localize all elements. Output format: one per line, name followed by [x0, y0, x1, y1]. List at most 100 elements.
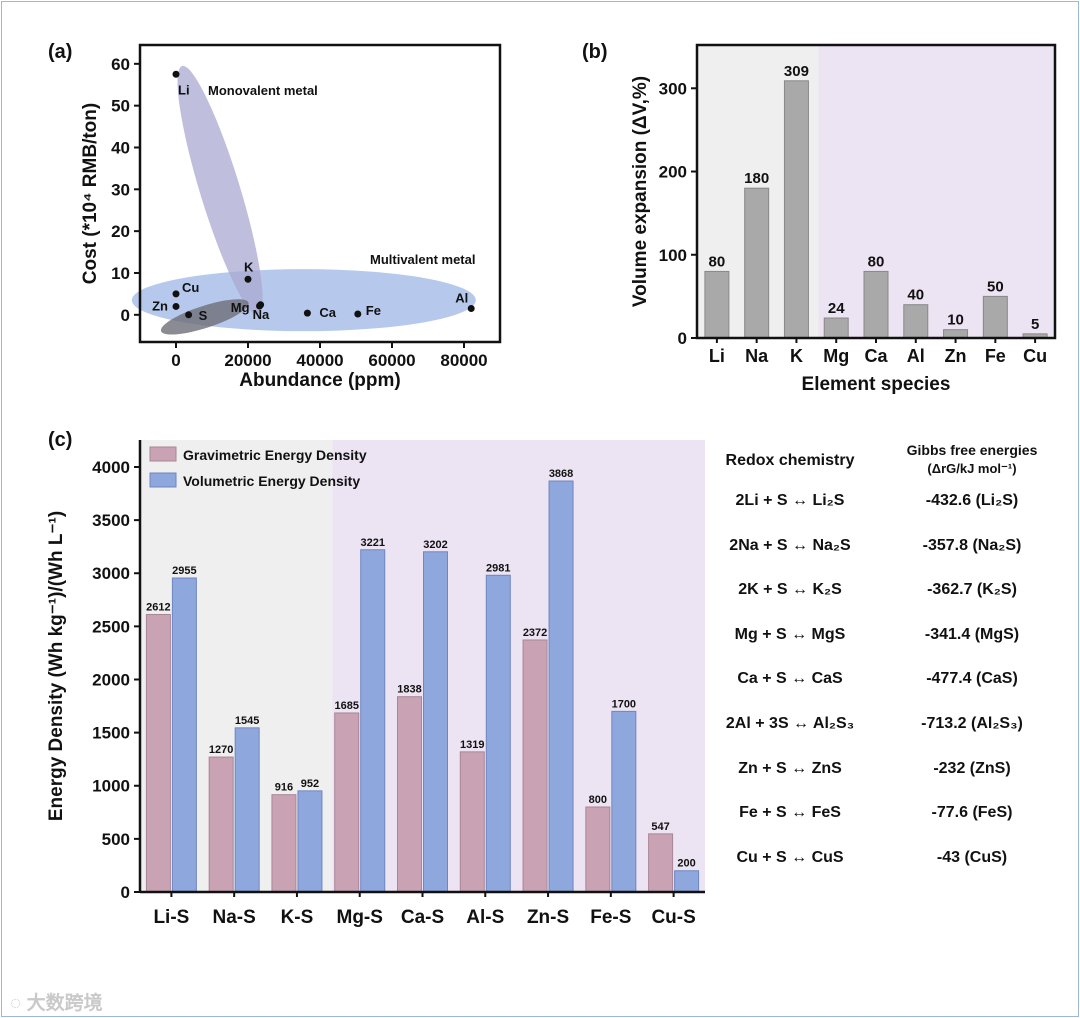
y-axis-title: Volume expansion (ΔV,%): [630, 76, 651, 307]
gibbs-energy: -477.4 (CaS): [926, 670, 1018, 688]
x-tick-label: Li: [709, 346, 725, 366]
y-tick-label: 1000: [92, 777, 130, 796]
data-point: [354, 310, 362, 318]
x-axis-title: Abundance (ppm): [239, 370, 401, 391]
y-tick-label: 2000: [92, 670, 130, 689]
reaction: Cu + S ↔ CuS: [736, 848, 844, 866]
chart-c: 2612 1270 916 1685 1838 1319 2372 800 547 2955 154…: [46, 440, 705, 928]
bar-value-label: 2372: [523, 627, 547, 639]
gibbs-energy: -43 (CuS): [936, 848, 1008, 866]
y-tick-label: 50: [111, 97, 130, 116]
bar-value-label: 916: [275, 782, 293, 794]
watermark-logo: ◌ 大数跨境: [10, 993, 103, 1014]
x-tick-label: Na: [745, 346, 769, 366]
y-tick-label: 300: [659, 79, 687, 98]
point-label: Li: [178, 82, 190, 97]
bar-volumetric: [611, 710, 637, 893]
x-tick-label: Mg: [823, 346, 849, 366]
point-label: Cu: [182, 280, 199, 295]
y-tick-label: 40: [111, 138, 130, 157]
bar-value-label: 800: [589, 794, 607, 806]
bar-gravimetric: [585, 806, 611, 893]
point-label: Fe: [366, 303, 381, 318]
panel-label-c: (c): [48, 429, 72, 451]
bar: [823, 317, 849, 339]
table-row: Zn + S ↔ ZnS -232 (ZnS): [705, 760, 1070, 784]
background-multivalent: [818, 45, 1055, 338]
background-multivalent: [332, 440, 705, 892]
legend-swatch: [149, 472, 177, 488]
reaction: Ca + S ↔ CaS: [737, 670, 843, 688]
x-tick-label: Cu-S: [651, 907, 695, 928]
y-tick-label: 10: [111, 264, 130, 283]
plot-frame: [695, 43, 1057, 340]
data-point: [172, 70, 180, 78]
bar-volumetric: [674, 870, 700, 893]
bar-value-label: 1700: [612, 698, 636, 710]
point-label: Na: [253, 307, 270, 322]
bar-volumetric: [360, 549, 386, 893]
data-point: [244, 275, 252, 283]
bar-value-label: 40: [907, 287, 924, 304]
chart-b: 80 Li 180 Na 309 K 24 Mg 80 Ca 40 Al 10 Zn 50 Fe 5 Cu 0 100…: [630, 43, 1057, 395]
table-row: 2K + S ↔ K₂S -362.7 (K₂S): [705, 581, 1070, 605]
x-tick-label: 60000: [368, 351, 415, 370]
x-tick-label: Cu: [1023, 346, 1047, 366]
x-tick-label: K: [790, 346, 803, 366]
y-axis-title: Cost (*10⁴ RMB/ton): [80, 103, 101, 284]
header-redox: Redox chemistry: [725, 452, 855, 469]
bar: [783, 80, 809, 339]
x-axis-title: Element species: [802, 374, 951, 395]
y-tick-label: 60: [111, 55, 130, 74]
reaction: Mg + S ↔ MgS: [734, 625, 846, 643]
reaction: 2Al + 3S ↔ Al₂S₃: [725, 715, 855, 732]
gibbs-energy: -341.4 (MgS): [924, 625, 1020, 643]
bar-gravimetric: [271, 794, 297, 893]
table-row: 2Li + S ↔ Li₂S -432.6 (Li₂S): [705, 492, 1070, 516]
bar-value-label: 3868: [549, 468, 573, 480]
bar: [863, 270, 889, 339]
bar-gravimetric: [648, 833, 674, 893]
x-tick-label: 40000: [296, 351, 343, 370]
bar-value-label: 547: [651, 821, 669, 833]
y-tick-label: 2500: [92, 617, 130, 636]
chart-a: 0 20000 40000 60000 800000102030405060LiKNaM…: [80, 43, 502, 391]
x-tick-label: Zn-S: [527, 907, 569, 928]
y-tick-label: 30: [111, 180, 130, 199]
table-row: 2Na + S ↔ Na₂S -357.8 (Na₂S): [705, 537, 1070, 561]
bar-gravimetric: [459, 751, 485, 893]
monovalent-ellipse: [177, 65, 263, 315]
bar-gravimetric: [145, 613, 171, 893]
x-tick-label: 80000: [440, 351, 487, 370]
bar-value-label: 24: [828, 300, 845, 317]
bar-value-label: 1545: [235, 715, 259, 727]
data-point: [467, 305, 475, 313]
data-point: [185, 311, 193, 319]
x-tick-label: Na-S: [213, 907, 256, 928]
table-row: Cu + S ↔ CuS -43 (CuS): [705, 849, 1070, 873]
y-tick-label: 200: [659, 163, 687, 182]
annotation-multivalent: Multivalent metal: [370, 252, 475, 267]
x-tick-label: 0: [171, 351, 180, 370]
point-label: Mg: [231, 300, 250, 315]
bar-gravimetric: [522, 639, 548, 893]
bar-value-label: 1685: [334, 700, 358, 712]
point-label: Ca: [319, 305, 336, 320]
bar-value-label: 3221: [360, 537, 384, 549]
bar-value-label: 180: [744, 170, 769, 187]
x-tick-label: Al: [907, 346, 925, 366]
gibbs-energy: -357.8 (Na₂S): [922, 536, 1022, 554]
bar-value-label: 1838: [397, 684, 421, 696]
watermark-text: 大数跨境: [26, 993, 103, 1014]
bar-value-label: 2955: [172, 565, 196, 577]
y-tick-label: 0: [121, 883, 130, 902]
y-axis-title: Energy Density (Wh kg⁻¹)/(Wh L⁻¹): [46, 511, 67, 821]
sulfur-ellipse: [160, 299, 249, 335]
x-tick-label: Mg-S: [337, 907, 383, 928]
bar-volumetric: [297, 790, 323, 893]
reaction: 2Li + S ↔ Li₂S: [735, 492, 845, 509]
bar-value-label: 5: [1031, 316, 1039, 333]
bar-gravimetric: [397, 696, 422, 893]
panel-label-a: (a): [48, 41, 72, 63]
